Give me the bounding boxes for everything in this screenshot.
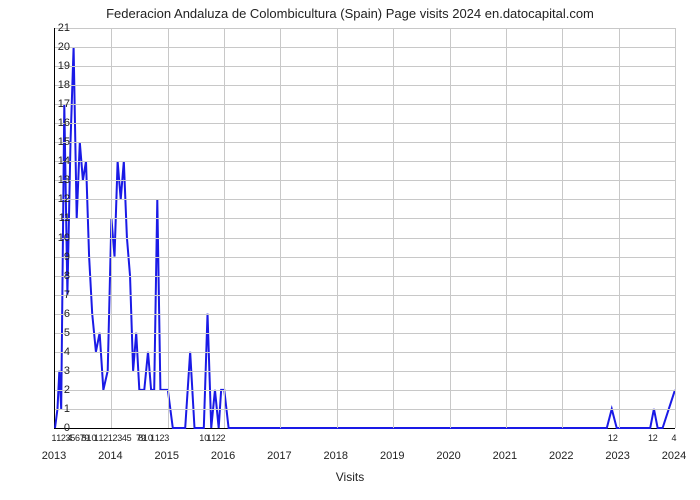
- grid-line-h: [55, 333, 675, 334]
- y-tick-label: 1: [50, 403, 70, 415]
- y-tick-label: 12: [50, 193, 70, 205]
- grid-line-h: [55, 295, 675, 296]
- x-year-label: 2014: [98, 450, 122, 462]
- y-tick-label: 18: [50, 79, 70, 91]
- grid-line-v: [562, 28, 563, 428]
- y-tick-label: 9: [50, 251, 70, 263]
- grid-line-h: [55, 123, 675, 124]
- x-year-label: 2024: [662, 450, 686, 462]
- x-year-label: 2013: [42, 450, 66, 462]
- grid-line-h: [55, 314, 675, 315]
- chart-container: Federacion Andaluza de Colombicultura (S…: [0, 0, 700, 500]
- grid-line-h: [55, 352, 675, 353]
- grid-line-h: [55, 276, 675, 277]
- grid-line-v: [450, 28, 451, 428]
- x-year-label: 2017: [267, 450, 291, 462]
- x-month-label: 2: [653, 433, 658, 443]
- chart-title: Federacion Andaluza de Colombicultura (S…: [0, 6, 700, 21]
- grid-line-h: [55, 371, 675, 372]
- x-month-label: 3: [164, 433, 169, 443]
- y-tick-label: 4: [50, 346, 70, 358]
- grid-line-h: [55, 28, 675, 29]
- x-year-label: 2019: [380, 450, 404, 462]
- grid-line-h: [55, 199, 675, 200]
- y-tick-label: 10: [50, 232, 70, 244]
- grid-line-h: [55, 47, 675, 48]
- grid-line-h: [55, 161, 675, 162]
- grid-line-h: [55, 218, 675, 219]
- plot-area: [54, 28, 675, 429]
- grid-line-h: [55, 66, 675, 67]
- grid-line-h: [55, 238, 675, 239]
- y-tick-label: 3: [50, 365, 70, 377]
- y-tick-label: 17: [50, 98, 70, 110]
- grid-line-h: [55, 142, 675, 143]
- x-month-label: 4: [671, 433, 676, 443]
- grid-line-v: [224, 28, 225, 428]
- y-tick-label: 5: [50, 327, 70, 339]
- grid-line-v: [337, 28, 338, 428]
- grid-line-v: [111, 28, 112, 428]
- y-tick-label: 11: [50, 212, 70, 224]
- x-year-label: 2023: [605, 450, 629, 462]
- y-tick-label: 7: [50, 289, 70, 301]
- y-tick-label: 20: [50, 41, 70, 53]
- grid-line-v: [619, 28, 620, 428]
- x-year-label: 2022: [549, 450, 573, 462]
- x-axis-label: Visits: [0, 470, 700, 484]
- x-month-label: 12: [608, 433, 618, 443]
- grid-line-v: [393, 28, 394, 428]
- grid-line-v: [675, 28, 676, 428]
- x-month-label: 2: [221, 433, 226, 443]
- grid-line-v: [506, 28, 507, 428]
- x-year-label: 2016: [211, 450, 235, 462]
- y-tick-label: 14: [50, 155, 70, 167]
- grid-line-h: [55, 409, 675, 410]
- y-tick-label: 2: [50, 384, 70, 396]
- y-tick-label: 16: [50, 117, 70, 129]
- grid-line-v: [280, 28, 281, 428]
- grid-line-h: [55, 85, 675, 86]
- y-tick-label: 15: [50, 136, 70, 148]
- grid-line-h: [55, 390, 675, 391]
- x-year-label: 2021: [493, 450, 517, 462]
- grid-line-h: [55, 104, 675, 105]
- x-month-label: 5: [127, 433, 132, 443]
- grid-line-h: [55, 257, 675, 258]
- grid-line-h: [55, 180, 675, 181]
- y-tick-label: 8: [50, 270, 70, 282]
- grid-line-v: [168, 28, 169, 428]
- x-year-label: 2015: [154, 450, 178, 462]
- y-tick-label: 19: [50, 60, 70, 72]
- y-tick-label: 13: [50, 174, 70, 186]
- x-year-label: 2018: [324, 450, 348, 462]
- y-tick-label: 21: [50, 22, 70, 34]
- x-year-label: 2020: [436, 450, 460, 462]
- y-tick-label: 6: [50, 308, 70, 320]
- line-chart-svg: [55, 28, 675, 428]
